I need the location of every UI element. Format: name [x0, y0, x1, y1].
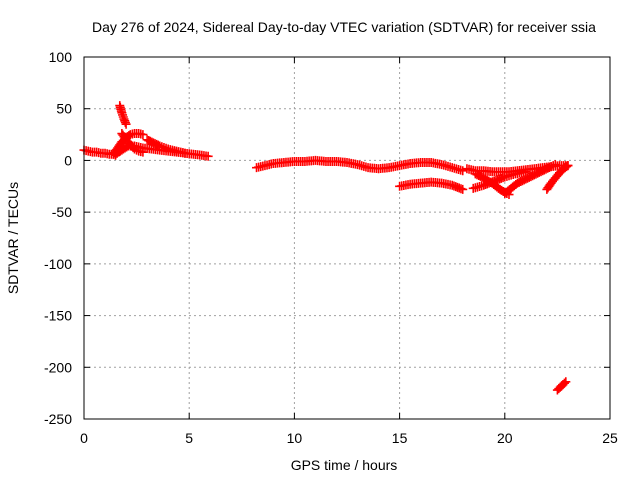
- data-point: [562, 162, 572, 172]
- x-tick-label: 0: [80, 430, 88, 446]
- data-points: [79, 101, 573, 395]
- y-tick-label: 0: [64, 152, 72, 168]
- y-tick-label: 100: [49, 49, 73, 65]
- series-early-fall: [117, 129, 148, 157]
- chart-title: Day 276 of 2024, Sidereal Day-to-day VTE…: [92, 19, 596, 35]
- series-outlier: [552, 377, 571, 395]
- series-late-down: [468, 167, 531, 193]
- data-point: [138, 130, 148, 140]
- grid-lines: [84, 57, 610, 419]
- x-tick-label: 20: [497, 430, 513, 446]
- y-tick-label: -250: [44, 411, 72, 427]
- x-tick-label: 5: [185, 430, 193, 446]
- x-tick-label: 15: [392, 430, 408, 446]
- data-point: [550, 160, 560, 170]
- data-point: [132, 145, 142, 155]
- data-point: [203, 151, 213, 161]
- data-point: [561, 377, 571, 387]
- data-point: [563, 161, 573, 171]
- y-tick-label: -100: [44, 256, 72, 272]
- x-tick-label: 10: [287, 430, 303, 446]
- y-tick-label: -150: [44, 308, 72, 324]
- x-tick-label: 25: [602, 430, 618, 446]
- data-point: [546, 162, 556, 172]
- series-late-rise: [500, 160, 560, 199]
- y-axis-label: SDTVAR / TECUs: [5, 182, 21, 294]
- data-point: [548, 161, 558, 171]
- x-axis-label: GPS time / hours: [291, 457, 398, 473]
- y-tick-label: -50: [52, 204, 72, 220]
- y-tick-label: -200: [44, 359, 72, 375]
- data-point: [121, 119, 131, 129]
- axis-ticks: 0 5 10 15 20 25 -250 -200 -150 -100 -50 0 50 100: [44, 49, 618, 446]
- series-mid-arc: [252, 155, 468, 176]
- data-point: [138, 147, 148, 157]
- data-point: [458, 184, 468, 194]
- data-point: [458, 166, 468, 176]
- data-point: [180, 148, 190, 158]
- series-low-arc: [395, 177, 468, 194]
- plot-frame: [83, 56, 611, 420]
- series-early-hump: [142, 135, 190, 158]
- data-point: [559, 378, 569, 388]
- series-early-spike: [115, 101, 131, 129]
- y-tick-label: 50: [56, 101, 72, 117]
- data-point: [521, 167, 531, 177]
- series-late-up: [542, 161, 573, 194]
- data-point: [129, 144, 139, 154]
